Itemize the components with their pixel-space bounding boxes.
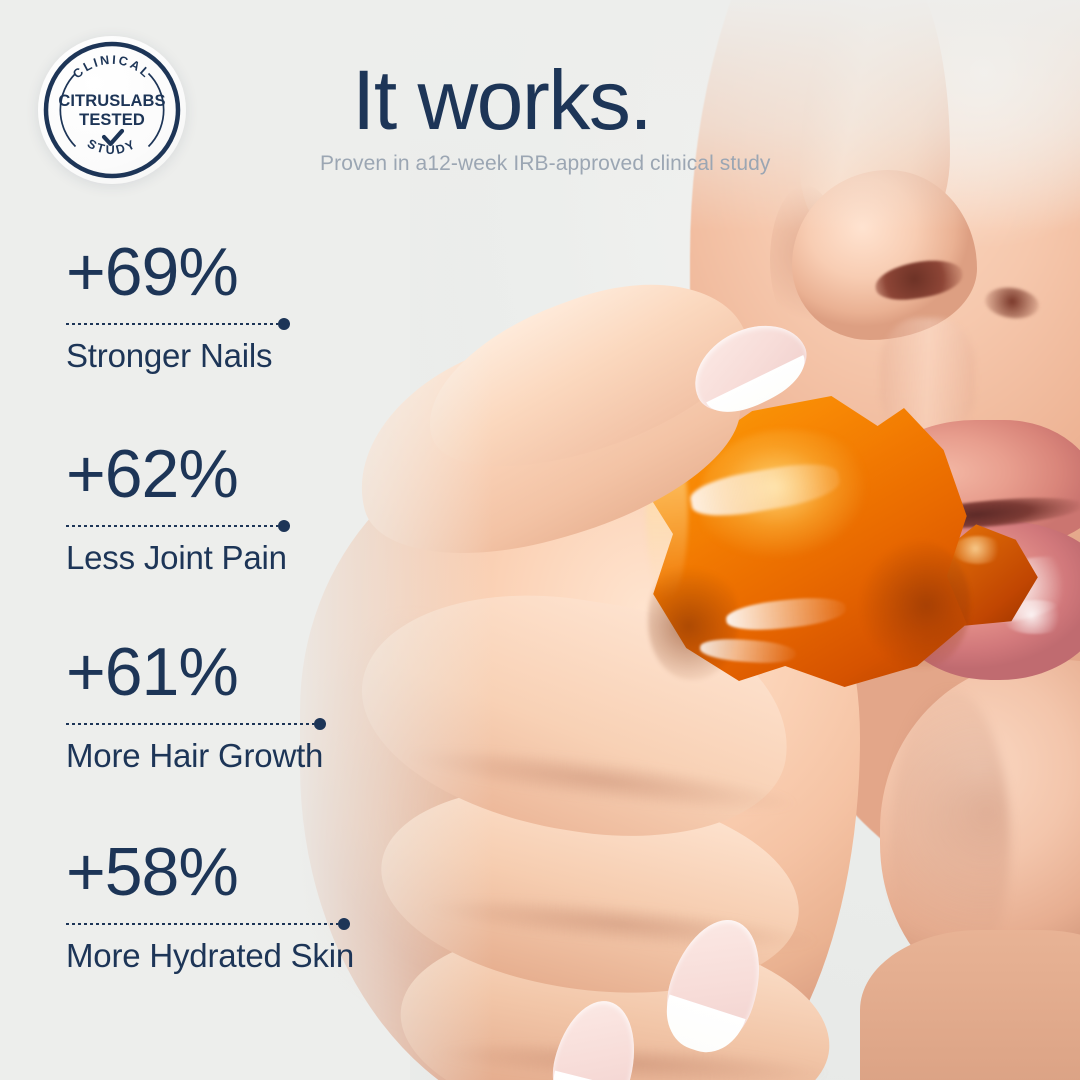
stat-label: More Hydrated Skin xyxy=(66,937,355,974)
check-icon xyxy=(101,128,125,147)
stat-rule-dots xyxy=(66,525,278,527)
badge-outer-ring xyxy=(43,41,181,179)
stat-rule xyxy=(66,918,354,930)
stat-rule-end-dot xyxy=(338,918,350,930)
gel-shadow-left xyxy=(648,560,738,680)
badge-inner-ring-right xyxy=(147,72,165,148)
stat-rule-end-dot xyxy=(278,318,290,330)
stat-value: +69% xyxy=(66,234,239,310)
stat-rule-dots xyxy=(66,723,314,725)
page-title: It works. xyxy=(352,53,653,147)
gel-fragment-highlight xyxy=(952,536,1004,564)
citruslabs-tested-badge: CLINICAL STUDY CITRUSLABS TESTED xyxy=(38,36,186,184)
badge-arc-top-text: CLINICAL xyxy=(70,53,154,82)
page-subtitle: Proven in a12-week IRB-approved clinical… xyxy=(320,152,771,175)
stat-rule-dots xyxy=(66,323,278,325)
stat-value: +58% xyxy=(66,834,239,910)
stat-block: +62% Less Joint Pain xyxy=(66,436,290,577)
stat-value: +62% xyxy=(66,436,239,512)
stat-rule-dots xyxy=(66,923,338,925)
stat-label: More Hair Growth xyxy=(66,737,324,774)
stat-rule xyxy=(66,520,290,532)
stat-value: +61% xyxy=(66,634,239,710)
badge-line1: CITRUSLABS xyxy=(58,92,165,110)
stat-block: +61% More Hair Growth xyxy=(66,634,326,775)
stat-rule-end-dot xyxy=(314,718,326,730)
stat-rule xyxy=(66,718,326,730)
stat-block: +58% More Hydrated Skin xyxy=(66,838,354,975)
stat-block: +69% Stronger Nails xyxy=(66,234,290,375)
stat-rule-end-dot xyxy=(278,520,290,532)
stat-label: Less Joint Pain xyxy=(66,539,287,576)
neck xyxy=(860,930,1080,1080)
gel-shadow-right xyxy=(860,540,970,670)
badge-line2: TESTED xyxy=(79,111,145,129)
badge-arc-bottom-text: STUDY xyxy=(85,136,139,157)
badge-inner-ring-left xyxy=(59,72,77,148)
stat-rule xyxy=(66,318,290,330)
stat-label: Stronger Nails xyxy=(66,337,273,374)
